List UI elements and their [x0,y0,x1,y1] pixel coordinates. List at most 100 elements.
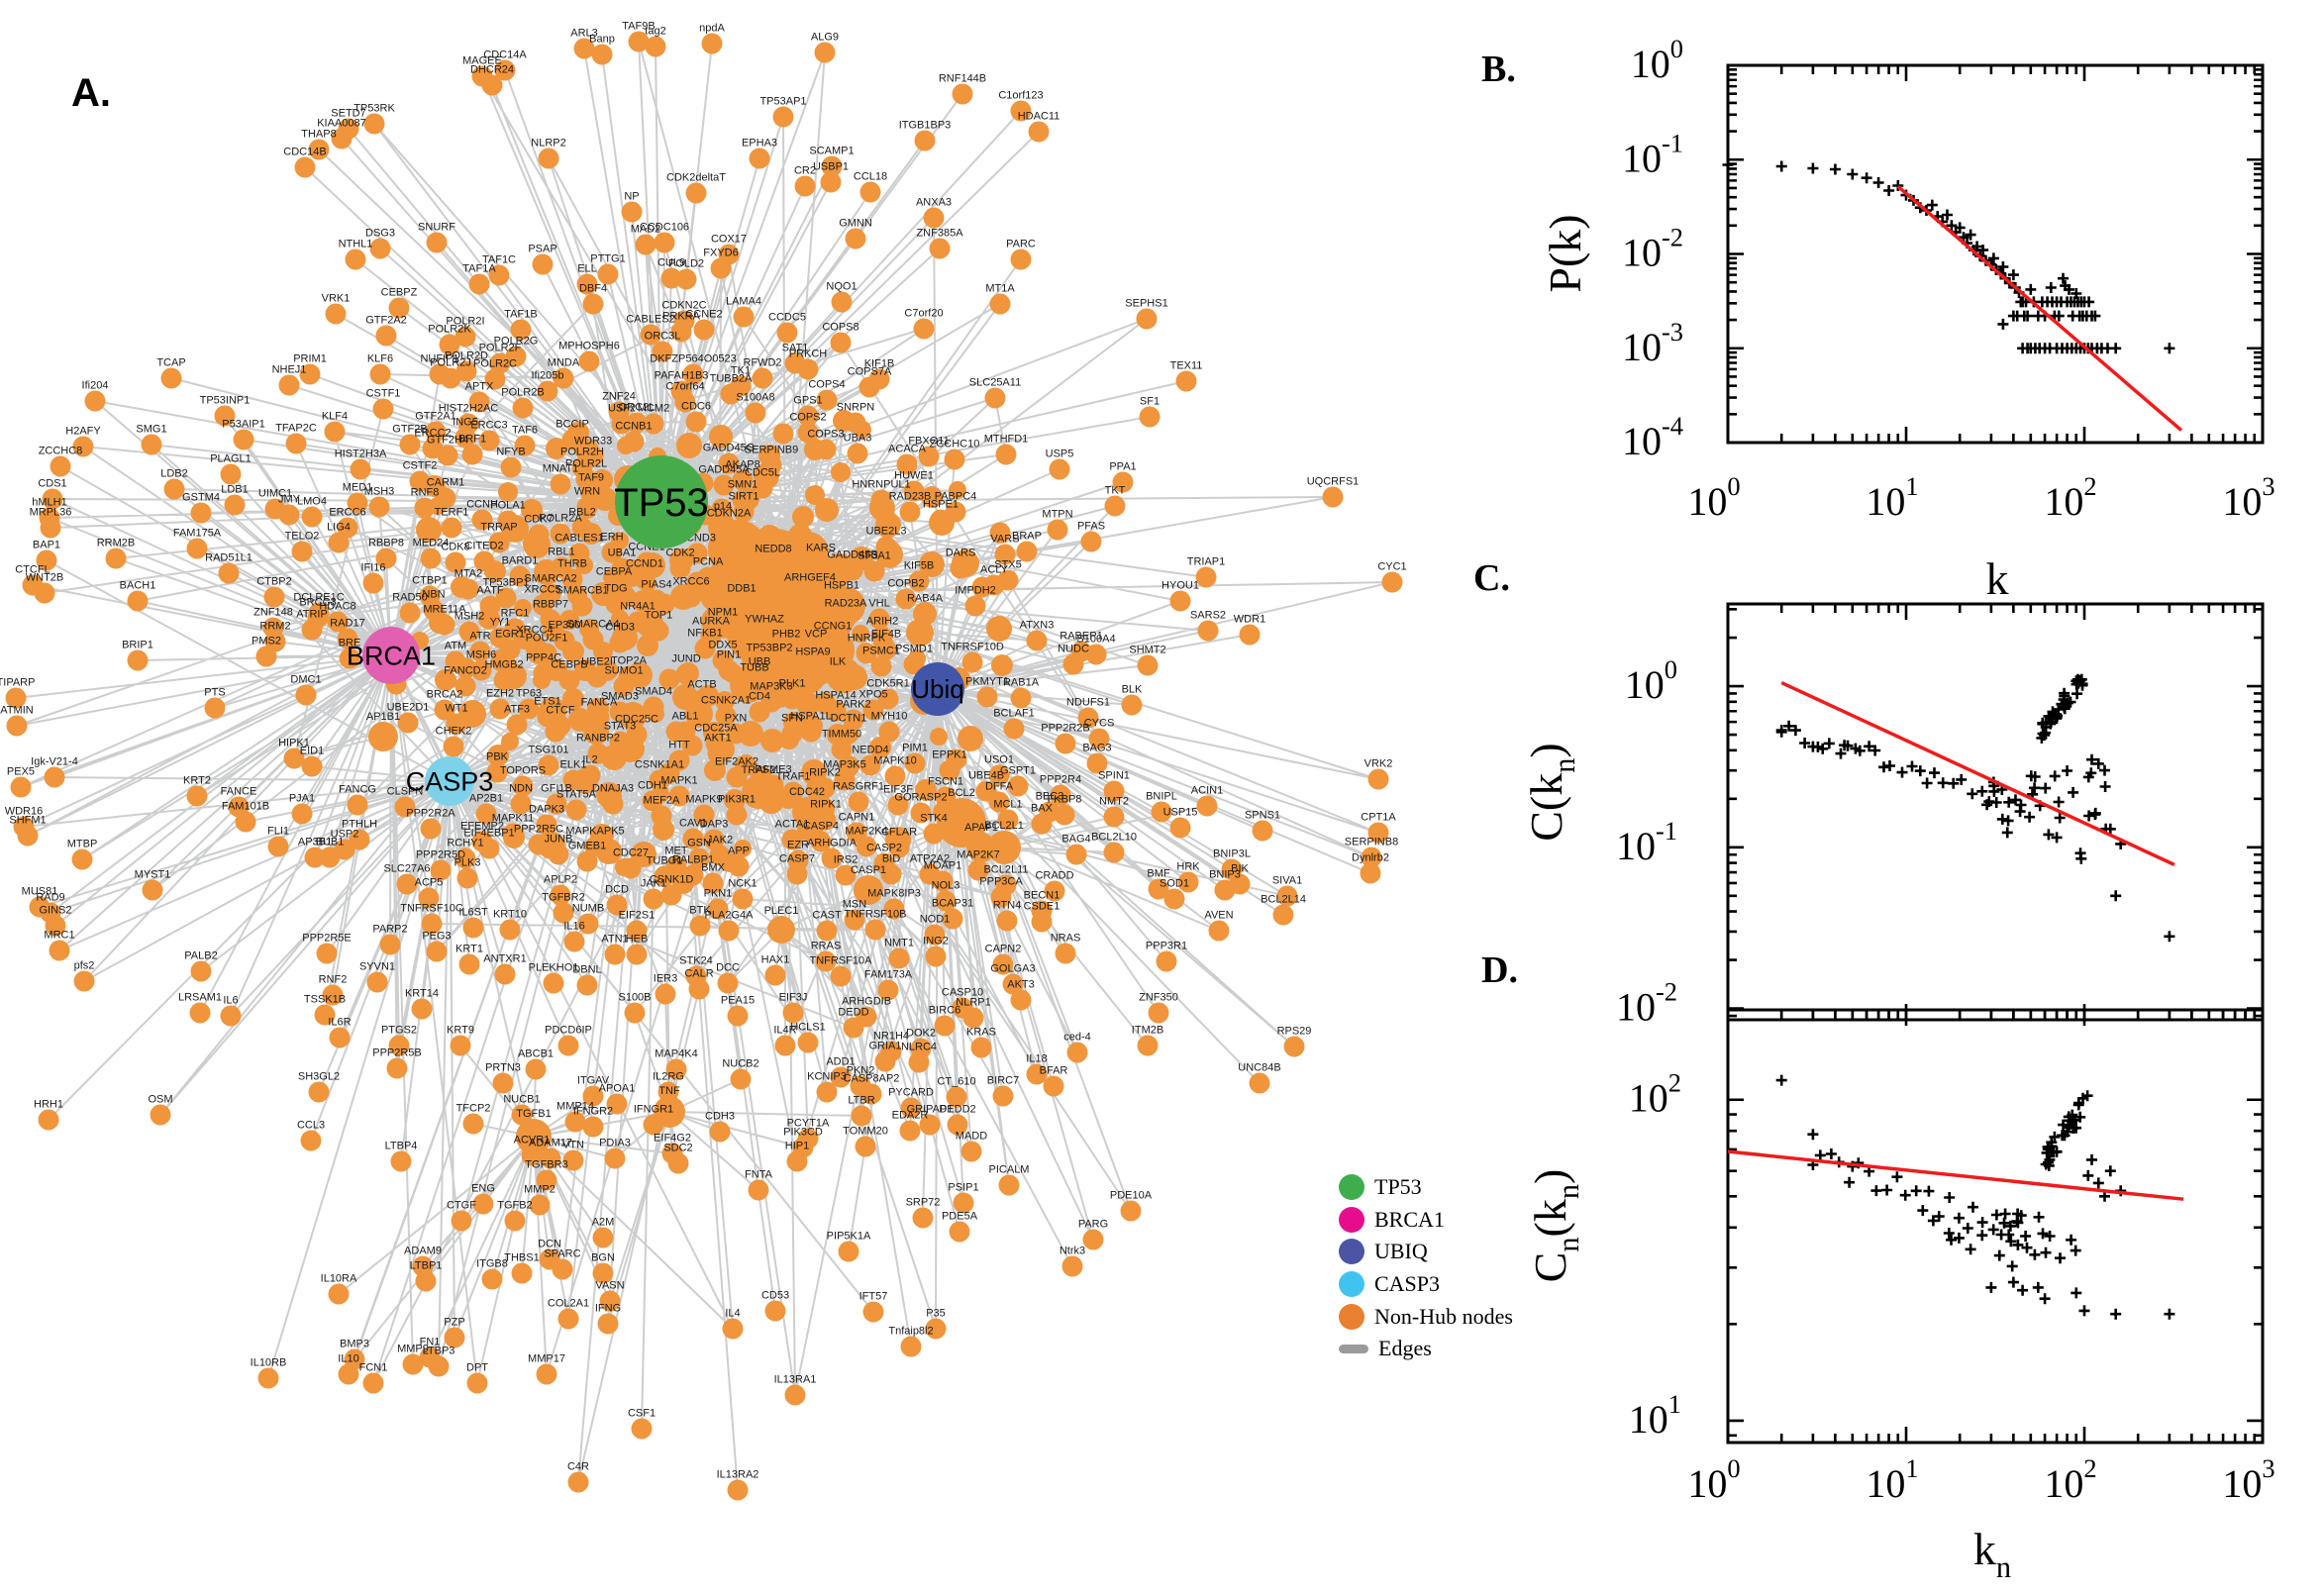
network-node [1175,370,1197,392]
network-node [127,590,149,612]
network-node [878,721,900,743]
network-node-label: TEX11 [1170,360,1203,372]
network-node-label: CDS1 [38,478,66,490]
network-node-label: TAF1C [482,254,516,266]
network-node-label: CEBPB [551,659,587,671]
network-node-label: TK1 [731,365,751,377]
network-node [952,83,973,105]
network-node [397,712,419,734]
network-node [777,787,799,809]
network-node-label: TUBB [740,662,768,674]
network-node-label: MAPK10 [873,755,916,767]
network-node-label: ACTA1 [775,819,810,831]
network-node [806,776,832,802]
network-node-label: PLK1 [779,678,806,690]
network-node [127,649,149,671]
network-node-label: PARK2 [836,699,870,711]
network-node [439,334,460,355]
network-node-label: TP63 [516,688,542,700]
network-node [764,1300,786,1322]
network-node-label: CR2 [794,165,816,177]
network-node [824,553,856,585]
network-node-label: CCNH [466,499,498,511]
network-node [1169,817,1191,839]
network-node [925,1318,947,1340]
network-node-label: IMPDH2 [955,585,996,597]
network-node-label: SYVN1 [359,961,395,973]
network-node-label: COPS2 [789,412,826,424]
network-node-label: POLD2 [668,258,704,270]
network-node-label: GOLGA3 [990,963,1035,975]
network-node-label: UIMC1 [258,488,292,500]
network-node [606,1093,628,1115]
network-node [510,793,532,815]
network-node [855,1136,876,1157]
network-node-label: ADAM17 [529,1138,572,1149]
network-node [578,350,600,372]
network-node-label: IL18 [1026,1053,1047,1065]
network-node [416,517,442,543]
network-node [665,855,687,877]
network-node [862,1301,884,1323]
network-node-label: NDUFS1 [1066,697,1110,709]
network-node-label: MTBP [67,839,98,850]
network-node-label: ACTB [687,679,716,691]
network-node [337,628,358,649]
network-node-label: LRSAM1 [178,992,222,1004]
network-node-label: UBE4B [968,770,1004,782]
network-node [617,559,645,587]
network-node [864,919,886,941]
network-node-label: TGFB1 [516,1108,551,1120]
network-node [328,1283,350,1305]
network-node-label: RCHY1 [447,838,483,849]
network-node [456,867,478,889]
network-node [375,548,397,569]
network-node [764,964,786,986]
network-node [961,651,983,673]
network-node [932,870,954,892]
network-node [704,759,726,781]
edge-swatch-icon [1339,1344,1368,1353]
network-node-label: BNIP3L [1213,848,1251,860]
network-node [900,1336,922,1357]
network-node [562,641,584,662]
network-node [386,1057,408,1079]
network-node-label: MT1A [985,283,1015,295]
network-node [611,532,629,549]
network-node-label: TRAF1 [776,771,811,783]
network-node [772,106,794,128]
network-node-label: DOK2 [906,1028,936,1040]
network-node [858,376,880,398]
network-node-label: GPS1 [793,395,822,407]
network-node-label: C7orf64 [665,381,704,393]
network-node [339,648,360,669]
network-node-label: CDK2deltaT [666,172,726,184]
tick-label: 102 [1629,1068,1681,1121]
network-node-label: BCCIP [556,419,589,431]
network-node-label: PCNA [693,556,724,568]
network-node-label: PARP2 [372,924,407,936]
network-node [511,1262,533,1284]
tick-label: 100 [1631,34,1683,86]
network-node-label: PKN1 [704,888,733,900]
network-node-label: BGN [591,1252,615,1264]
network-node-label: TNFRSF10D [941,642,1004,653]
network-node [621,201,643,223]
network-node-label: DAPK3 [529,804,564,816]
legend-label: Edges [1378,1336,1432,1361]
network-node [347,492,368,514]
network-node-label: IL4 [725,1308,740,1320]
network-node [399,602,421,624]
network-node [946,1086,967,1108]
network-node-label: FKBP8 [1048,794,1082,806]
network-node-label: BMP3 [340,1339,369,1350]
network-node-label: IL2RG [653,1071,684,1083]
network-node [703,829,725,850]
network-node-label: SHMT2 [1129,645,1165,656]
network-node [953,1192,974,1214]
network-node [995,444,1017,465]
network-node [1055,733,1076,754]
network-node-label: TOPORS [500,765,546,777]
legend-item-nonhub: Non-Hub nodes [1339,1300,1513,1333]
network-node [472,1193,494,1215]
